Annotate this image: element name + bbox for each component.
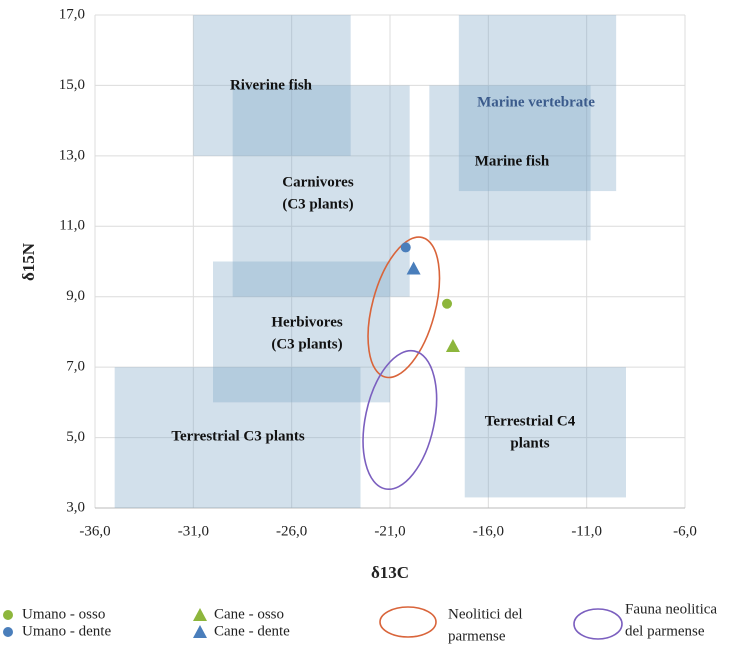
- legend-label: del parmense: [625, 623, 705, 639]
- x-tick-label: -16,0: [473, 523, 504, 539]
- point: [401, 242, 411, 252]
- region-label: (C3 plants): [271, 336, 342, 352]
- region-label: Marine fish: [475, 153, 550, 169]
- x-tick-label: -11,0: [571, 523, 602, 539]
- y-tick-label: 11,0: [59, 218, 85, 234]
- region: [465, 367, 626, 497]
- region-label: Terrestrial C3 plants: [171, 428, 304, 444]
- legend-marker: [380, 607, 436, 637]
- y-tick-label: 7,0: [66, 359, 85, 375]
- legend-label: Cane - dente: [214, 623, 290, 639]
- legend-marker: [3, 627, 13, 637]
- x-tick-label: -21,0: [374, 523, 405, 539]
- legend-label: parmense: [448, 628, 506, 644]
- chart: δ13C δ15N 3,0 5,0 7,0 9,0 11,0 13,0 15,0 17,0 -3…: [0, 0, 752, 669]
- y-axis-title: δ15N: [19, 242, 38, 281]
- y-tick-label: 15,0: [59, 77, 85, 93]
- region-label: Marine vertebrate: [477, 94, 595, 110]
- y-tick-label: 5,0: [66, 429, 85, 445]
- x-axis-title: δ13C: [371, 563, 409, 582]
- point: [446, 339, 460, 352]
- legend-label: Fauna neolitica: [625, 601, 717, 617]
- region-label: Carnivores: [282, 174, 354, 190]
- region-label: Riverine fish: [230, 77, 313, 93]
- legend-label: Cane - osso: [214, 606, 284, 622]
- region-label: Terrestrial C4: [485, 413, 576, 429]
- legend-marker: [3, 610, 13, 620]
- legend-label: Umano - osso: [22, 606, 105, 622]
- point: [442, 299, 452, 309]
- y-tick-label: 17,0: [59, 6, 85, 22]
- x-tick-label: -31,0: [178, 523, 209, 539]
- legend-marker: [574, 609, 622, 639]
- legend-marker: [193, 625, 207, 638]
- region-label: (C3 plants): [282, 196, 353, 212]
- x-tick-label: -6,0: [673, 523, 697, 539]
- y-tick-label: 3,0: [66, 499, 85, 515]
- region-label: plants: [510, 435, 549, 451]
- legend-marker: [193, 608, 207, 621]
- legend-label: Umano - dente: [22, 623, 111, 639]
- legend-label: Neolitici del: [448, 606, 523, 622]
- x-tick-label: -26,0: [276, 523, 307, 539]
- x-tick-label: -36,0: [79, 523, 110, 539]
- y-tick-label: 13,0: [59, 147, 85, 163]
- y-tick-label: 9,0: [66, 288, 85, 304]
- region-label: Herbivores: [271, 314, 343, 330]
